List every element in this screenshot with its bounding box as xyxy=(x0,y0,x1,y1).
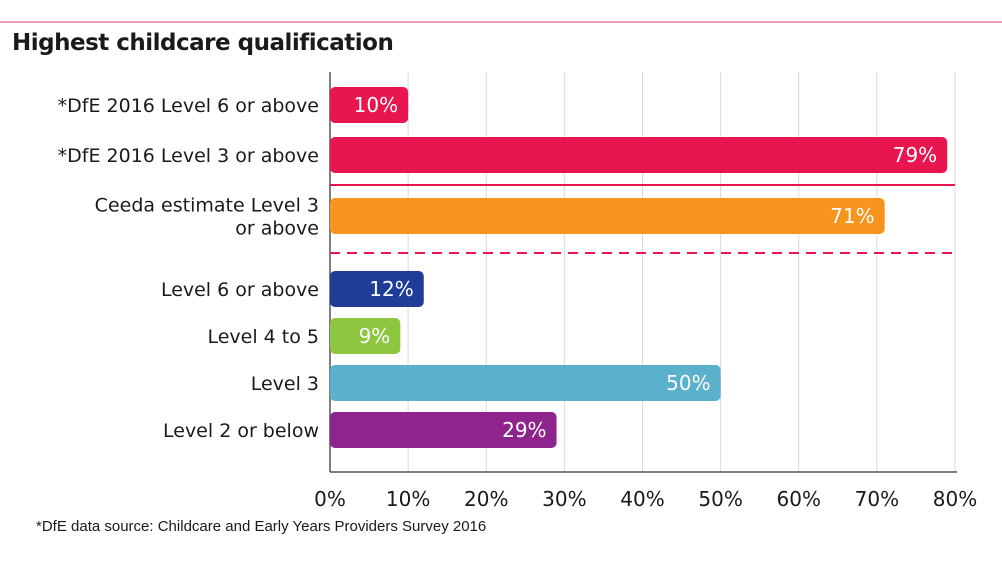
footnote: *DfE data source: Childcare and Early Ye… xyxy=(36,518,487,535)
bar-value-label: 29% xyxy=(502,418,546,442)
bar-value-label: 50% xyxy=(666,371,710,395)
category-label: or above xyxy=(235,218,319,240)
x-tick-label: 10% xyxy=(386,487,430,511)
bar-value-label: 12% xyxy=(369,277,413,301)
x-tick-label: 0% xyxy=(314,487,346,511)
bar xyxy=(330,412,557,448)
x-tick-label: 20% xyxy=(464,487,508,511)
bar xyxy=(330,365,721,401)
bar-value-label: 10% xyxy=(354,93,398,117)
bar xyxy=(330,137,948,173)
top-rule xyxy=(0,21,1002,23)
category-label: Level 6 or above xyxy=(161,279,319,301)
bar xyxy=(330,198,885,234)
bar xyxy=(330,87,409,123)
x-tick-label: 50% xyxy=(698,487,742,511)
x-tick-label: 70% xyxy=(855,487,899,511)
category-label: Level 2 or below xyxy=(163,420,319,442)
x-tick-label: 80% xyxy=(933,487,977,511)
x-tick-label: 60% xyxy=(777,487,821,511)
bar-value-label: 71% xyxy=(830,204,874,228)
x-tick-label: 40% xyxy=(620,487,664,511)
bar-value-label: 79% xyxy=(893,143,937,167)
bar xyxy=(330,318,401,354)
category-label: *DfE 2016 Level 6 or above xyxy=(58,95,319,117)
category-label: *DfE 2016 Level 3 or above xyxy=(58,145,319,167)
x-tick-label: 30% xyxy=(542,487,586,511)
category-label: Level 3 xyxy=(251,373,319,395)
chart-title: Highest childcare qualification xyxy=(12,30,394,56)
category-label: Level 4 to 5 xyxy=(207,326,319,348)
bar xyxy=(330,271,424,307)
bar-value-label: 9% xyxy=(359,324,391,348)
category-label: Ceeda estimate Level 3 xyxy=(95,195,319,217)
